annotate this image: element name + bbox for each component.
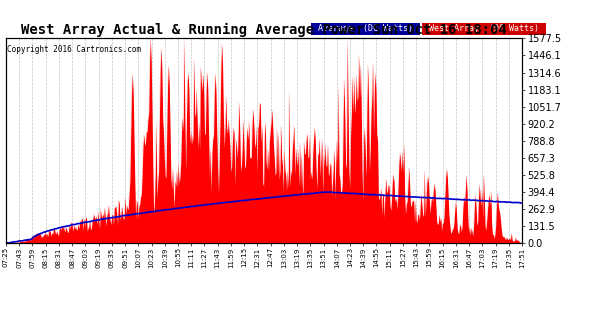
Title: West Array Actual & Running Average Power Sun Oct 16 18:04: West Array Actual & Running Average Powe… (21, 23, 507, 37)
Text: Copyright 2016 Cartronics.com: Copyright 2016 Cartronics.com (7, 44, 141, 53)
Text: West Array  (DC Watts): West Array (DC Watts) (424, 24, 544, 33)
Text: Average  (DC Watts): Average (DC Watts) (313, 24, 418, 33)
